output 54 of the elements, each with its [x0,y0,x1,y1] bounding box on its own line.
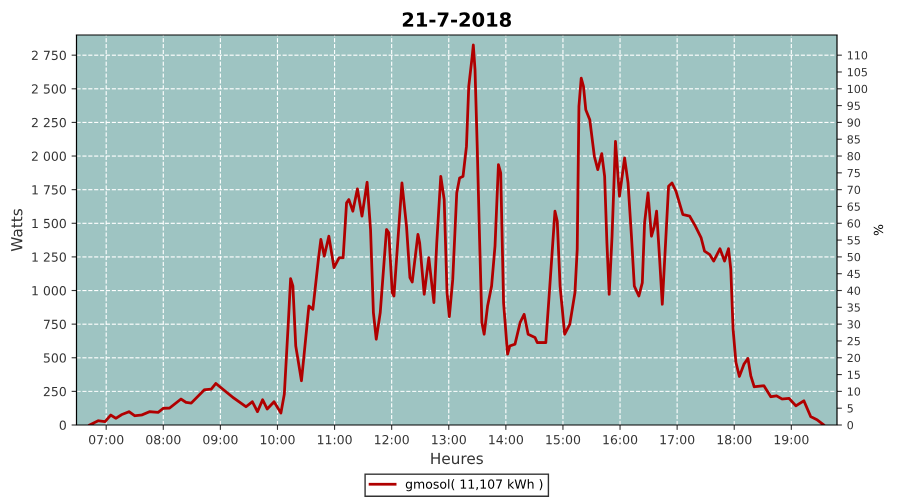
x-tick-label: 10:00 [260,434,295,444]
chart-title: 21-7-2018 [402,12,511,27]
y2-tick-label: 35 [848,303,860,312]
y2-tick-label: 110 [848,51,868,60]
legend-label: gmosol( 11,107 kWh ) [406,479,542,492]
x-tick-label: 15:00 [546,434,580,444]
y2-tick-label: 0 [847,420,854,430]
y2-tick-label: 20 [848,354,860,362]
y-tick-label: 2 250 [32,118,66,128]
y2-tick-label: 70 [848,186,860,194]
y2-tick-label: 30 [848,320,860,329]
y2-tick-label: 85 [847,135,860,144]
y-axis-title: Watts [11,209,22,252]
y-tick-label: 1 000 [32,286,66,296]
x-tick-label: 07:00 [89,434,124,444]
y2-tick-label: 60 [848,219,860,228]
x-tick-label: 08:00 [146,434,180,444]
y-tick-label: 750 [44,320,66,330]
x-tick-label: 11:00 [318,434,352,444]
y2-tick-label: 55 [848,236,860,244]
x-tick-label: 14:00 [489,434,524,444]
y-tick-label: 2 500 [32,84,66,94]
x-tick-label: 19:00 [774,434,809,444]
y2-tick-label: 75 [848,168,860,178]
y2-tick-label: 100 [848,84,868,94]
y2-tick-label: 25 [848,336,860,346]
x-axis-title: Heures [431,452,483,464]
x-tick-label: 16:00 [603,434,638,444]
y2-tick-label: 45 [847,270,860,278]
y-tick-label: 0 [60,420,66,430]
y-tick-label: 1 250 [32,252,66,262]
y2-tick-label: 90 [847,118,860,127]
y-tick-label: 1 500 [32,218,66,228]
y2-tick-label: 40 [847,286,860,295]
y-tick-label: 2 750 [32,50,66,60]
y-tick-label: 2 000 [32,152,66,161]
y2-tick-label: 95 [847,102,860,110]
line-series [88,44,826,425]
y2-tick-label: 105 [848,68,867,76]
y2-tick-label: 65 [848,202,860,211]
x-tick-label: 13:00 [432,434,466,444]
x-tick-label: 17:00 [660,434,694,444]
y2-tick-label: 5 [848,404,853,413]
y-tick-label: 1 750 [32,185,66,195]
y2-axis-title: % [874,224,884,236]
x-tick-label: 18:00 [718,434,752,444]
x-tick-label: 12:00 [375,434,409,444]
y-tick-label: 500 [44,353,66,363]
y2-tick-label: 15 [848,370,860,379]
y2-tick-label: 50 [848,252,860,262]
y-tick-label: 250 [44,386,66,396]
x-tick-label: 09:00 [203,434,238,444]
y2-tick-label: 10 [848,387,860,396]
y2-tick-label: 80 [847,152,860,160]
